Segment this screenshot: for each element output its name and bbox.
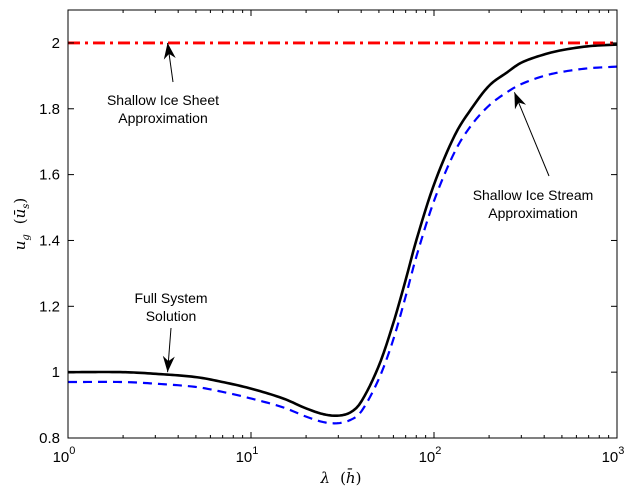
y-tick-label: 1.6 <box>39 167 60 184</box>
annotation-text: Shallow Ice Stream <box>473 187 594 203</box>
annotation-3: Shallow Ice Stream Approximation <box>473 92 594 221</box>
x-tick-label: 100 <box>53 445 76 466</box>
y-tick-label: 1.4 <box>39 232 60 249</box>
y-tick-label: 2 <box>52 35 60 52</box>
annotation-text: Approximation <box>118 110 208 126</box>
annotation-2: Full System Solution <box>134 290 208 373</box>
y-tick-label: 1.8 <box>39 101 60 118</box>
annotation-arrow-head <box>163 42 176 60</box>
annotation-text: Approximation <box>488 205 578 221</box>
annotation-layer: Shallow Ice Sheet Approximation Full Syste… <box>107 42 594 373</box>
x-tick-label: 102 <box>419 445 442 466</box>
annotation-1: Shallow Ice Sheet Approximation <box>107 42 219 126</box>
x-tick-label: 103 <box>602 445 625 466</box>
x-axis-label: λ (h̄) <box>320 469 362 487</box>
plot-frame <box>67 9 618 439</box>
annotation-arrow-shaft <box>513 92 550 177</box>
annotation-text: Full System <box>134 290 207 306</box>
tick-layer: 0.8 1 1.2 1.4 1.6 1.8 2 100 101 102 103 <box>39 10 624 466</box>
annotation-arrow-head <box>514 92 527 110</box>
y-axis-label: ug(ūs) <box>11 198 32 251</box>
y-tick-label: 1.2 <box>39 298 60 315</box>
annotation-text: Shallow Ice Sheet <box>107 92 219 108</box>
series-layer <box>68 41 617 425</box>
y-tick-label: 0.8 <box>39 430 60 447</box>
series-line-2 <box>68 65 617 425</box>
annotation-text: Solution <box>146 308 197 324</box>
annotation-arrow-head <box>162 355 175 373</box>
x-tick-label: 101 <box>236 445 259 466</box>
y-tick-label: 1 <box>52 364 60 381</box>
series-line-1 <box>68 43 617 417</box>
